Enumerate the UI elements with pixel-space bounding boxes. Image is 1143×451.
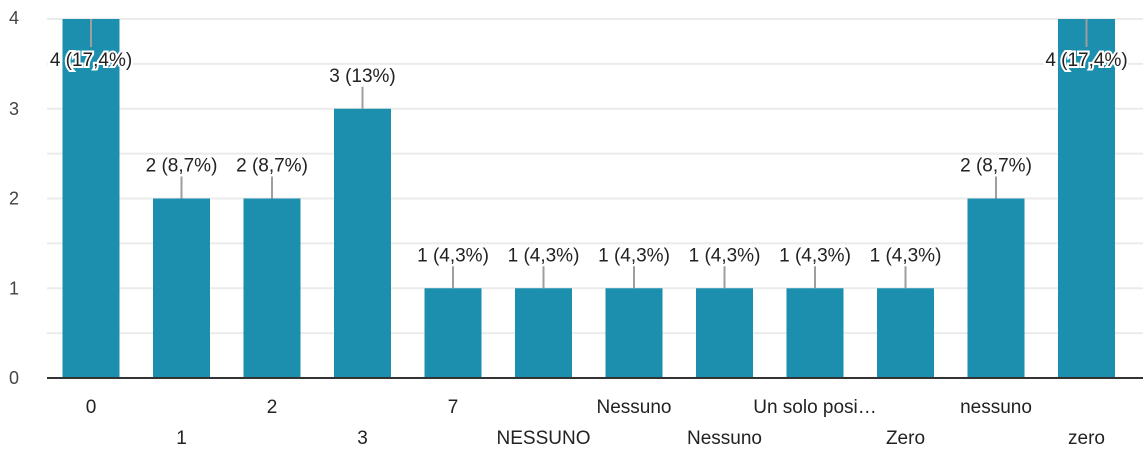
y-tick-label: 4: [9, 8, 19, 28]
y-tick-label: 0: [9, 368, 19, 388]
data-label: 1 (4,3%): [417, 245, 489, 266]
y-tick-label: 3: [9, 99, 19, 119]
bar: [153, 198, 210, 378]
x-tick-label: Nessuno: [687, 428, 762, 449]
x-tick-label: nessuno: [960, 397, 1032, 418]
x-tick-label: Zero: [886, 428, 925, 449]
bars: [62, 19, 1115, 378]
bar: [424, 288, 482, 378]
x-tick-label: zero: [1068, 428, 1105, 449]
bar: [515, 288, 572, 378]
bar: [877, 288, 934, 378]
bar: [243, 198, 301, 378]
data-label: 2 (8,7%): [960, 156, 1032, 177]
x-tick-label: Nessuno: [597, 397, 672, 418]
y-tick-label: 2: [9, 189, 19, 209]
data-label: 1 (4,3%): [598, 245, 670, 266]
x-tick-label: 2: [267, 397, 278, 418]
y-tick-label: 1: [9, 278, 19, 298]
bar: [1058, 19, 1115, 378]
bar: [786, 288, 844, 378]
data-label: 1 (4,3%): [689, 245, 761, 266]
data-label: 3 (13%): [329, 66, 396, 87]
bar: [605, 288, 663, 378]
data-label: 4 (17,4%): [1045, 50, 1127, 71]
data-label: 1 (4,3%): [779, 245, 851, 266]
y-axis-ticks: 0 1 2 3 4: [9, 8, 19, 388]
x-tick-label: 0: [86, 397, 97, 418]
bar: [334, 108, 391, 378]
bar: [62, 19, 120, 378]
data-label: 1 (4,3%): [870, 245, 942, 266]
data-label: 1 (4,3%): [508, 245, 580, 266]
x-axis-ticks: 0 1 2 3 7 NESSUNO Nessuno Nessuno Un solo posi… Z…: [86, 397, 1105, 449]
x-tick-label: 7: [448, 397, 459, 418]
grid-lines: [47, 18, 1143, 335]
data-label: 2 (8,7%): [236, 156, 308, 177]
x-tick-label: Un solo posi…: [753, 397, 877, 418]
data-label: 2 (8,7%): [146, 156, 218, 177]
data-label: 4 (17,4%): [50, 50, 132, 71]
x-tick-label: 3: [357, 428, 368, 449]
x-tick-label: NESSUNO: [497, 428, 591, 449]
data-labels: 4 (17,4%) 2 (8,7%) 2 (8,7%) 3 (13%) 1 (4,3%)…: [48, 19, 1130, 289]
bar: [967, 198, 1025, 378]
x-tick-label: 1: [176, 428, 187, 449]
bar: [696, 288, 753, 378]
